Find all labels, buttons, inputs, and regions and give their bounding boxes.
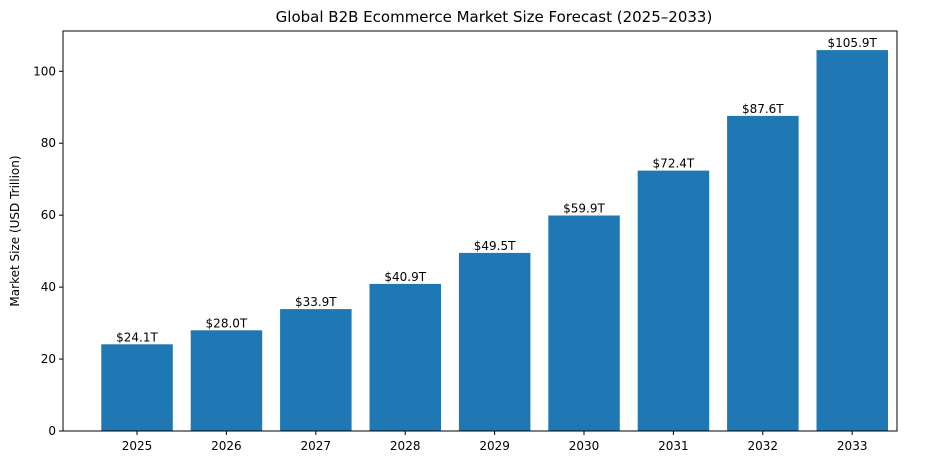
- x-tick-label-2027: 2027: [301, 439, 332, 453]
- data-label-2028: $40.9T: [384, 270, 426, 284]
- y-tick-label-80: 80: [41, 136, 56, 150]
- data-label-2027: $33.9T: [295, 295, 337, 309]
- data-label-2030: $59.9T: [563, 202, 605, 216]
- bar-2027: [280, 309, 352, 431]
- chart-title: Global B2B Ecommerce Market Size Forecas…: [276, 8, 713, 26]
- data-label-2026: $28.0T: [206, 316, 248, 330]
- y-tick-label-60: 60: [41, 208, 56, 222]
- x-tick-label-2028: 2028: [390, 439, 421, 453]
- data-label-2025: $24.1T: [116, 330, 158, 344]
- bar-2028: [369, 283, 441, 431]
- x-tick-label-2029: 2029: [479, 439, 510, 453]
- x-tick-label-2030: 2030: [569, 439, 600, 453]
- x-tick-label-2032: 2032: [748, 439, 779, 453]
- y-axis-label: Market Size (USD Trillion): [8, 155, 22, 306]
- data-label-2029: $49.5T: [474, 239, 516, 253]
- bar-2030: [548, 215, 620, 431]
- y-tick-label-20: 20: [41, 352, 56, 366]
- bar-2026: [190, 330, 263, 431]
- x-tick-label-2025: 2025: [122, 439, 153, 453]
- data-label-2032: $87.6T: [742, 102, 784, 116]
- plot-area: $24.1T 2025 $28.0T 2026 $33.9T 2027 $40.9T 2028…: [33, 30, 898, 453]
- y-tick-label-100: 100: [33, 64, 56, 78]
- data-label-2031: $72.4T: [653, 157, 695, 171]
- bar-2025: [101, 344, 173, 431]
- plot-frame: [62, 30, 898, 432]
- data-label-2033: $105.9T: [828, 36, 878, 50]
- x-tick-label-2026: 2026: [211, 439, 242, 453]
- y-tick-label-0: 0: [48, 424, 56, 438]
- bar-2031: [637, 170, 710, 431]
- bar-2032: [727, 115, 799, 432]
- y-tick-label-40: 40: [41, 280, 56, 294]
- bar-2033: [816, 50, 888, 431]
- x-tick-label-2031: 2031: [658, 439, 689, 453]
- x-tick-label-2033: 2033: [837, 439, 868, 453]
- bar-2029: [458, 252, 531, 431]
